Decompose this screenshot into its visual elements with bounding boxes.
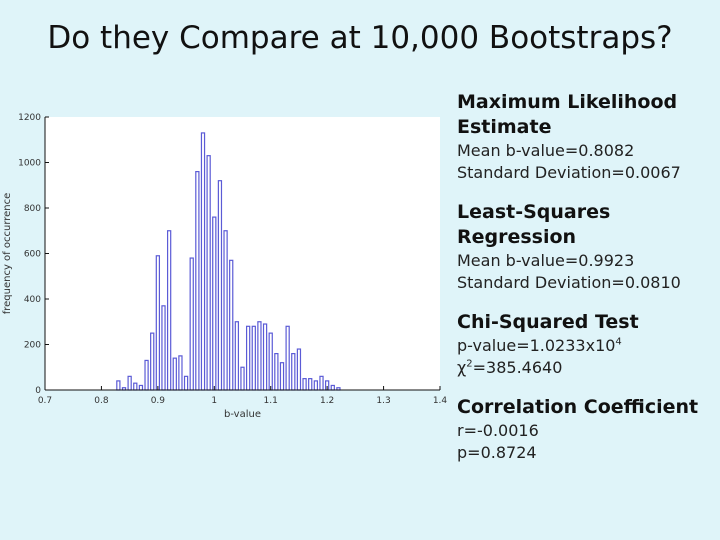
lsr-heading: Least-Squares Regression: [457, 201, 611, 248]
y-tick-label: 1000: [18, 159, 41, 169]
chi-symbol: χ: [457, 358, 467, 377]
x-tick-label: 1.2: [320, 396, 334, 406]
x-tick-label: 1: [211, 396, 217, 406]
chi-statistic: χ2=385.4640: [457, 357, 717, 379]
y-tick-label: 400: [24, 295, 41, 305]
chi-pvalue: p-value=1.0233x104: [457, 335, 717, 357]
plot-area: [45, 117, 440, 390]
lsr-mean: Mean b-value=0.9923: [457, 251, 635, 270]
lsr-block: Least-Squares Regression Mean b-value=0.…: [457, 200, 717, 294]
x-tick-label: 1.3: [376, 396, 390, 406]
chi-statistic-value: =385.4640: [472, 358, 563, 377]
y-tick-label: 0: [35, 386, 41, 396]
corr-p: p=0.8724: [457, 443, 537, 462]
corr-r: r=-0.0016: [457, 421, 539, 440]
corr-heading: Correlation Coefficient: [457, 396, 699, 418]
y-axis-label: frequency of occurrence: [2, 193, 13, 315]
y-tick-label: 200: [24, 341, 41, 351]
x-tick-label: 1.1: [264, 396, 278, 406]
slide-title: Do they Compare at 10,000 Bootstraps?: [47, 20, 673, 56]
mle-block: Maximum Likelihood Estimate Mean b-value…: [457, 90, 717, 184]
corr-block: Correlation Coefficient r=-0.0016 p=0.87…: [457, 395, 717, 464]
x-axis-label: b-value: [224, 409, 261, 420]
chi-pvalue-exponent: 4: [615, 336, 622, 348]
y-tick-label: 600: [24, 250, 41, 260]
y-tick-label: 1200: [18, 113, 41, 123]
mle-mean: Mean b-value=0.8082: [457, 141, 635, 160]
x-tick-label: 1.4: [433, 396, 448, 406]
chi-block: Chi-Squared Test p-value=1.0233x104 χ2=3…: [457, 310, 717, 379]
chi-pvalue-text: p-value=1.0233x10: [457, 336, 616, 355]
mle-sd: Standard Deviation=0.0067: [457, 163, 681, 182]
x-tick-label: 0.7: [38, 396, 52, 406]
mle-heading: Maximum Likelihood Estimate: [457, 91, 678, 138]
results-panel: Maximum Likelihood Estimate Mean b-value…: [457, 90, 717, 480]
x-tick-label: 0.9: [151, 396, 166, 406]
histogram-chart: 0.7 0.8 0.9 1 1.1 1.2 1.3 1.4 0 200 400 600 800 1000 1…: [2, 113, 448, 420]
lsr-sd: Standard Deviation=0.0810: [457, 273, 681, 292]
chi-symbol-exponent: 2: [466, 358, 473, 370]
y-tick-label: 800: [24, 204, 41, 214]
x-tick-label: 0.8: [94, 396, 109, 406]
chi-heading: Chi-Squared Test: [457, 311, 639, 333]
